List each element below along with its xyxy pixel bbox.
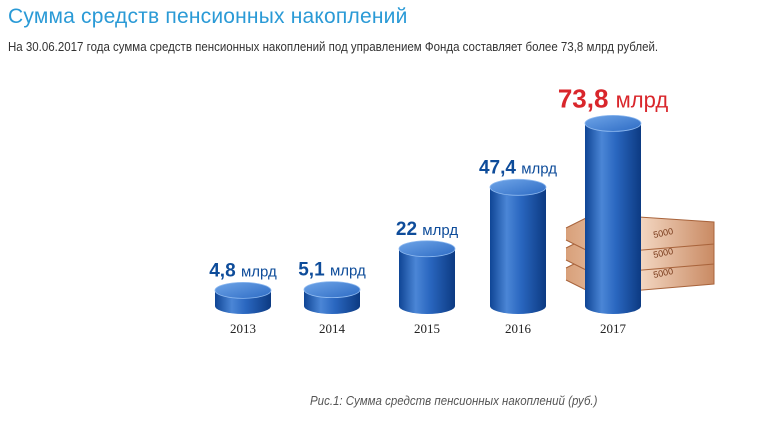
- value-label-2016: 47,4 млрд: [479, 157, 557, 178]
- page-title: Сумма средств пенсионных накоплений: [8, 5, 408, 28]
- year-label-2014: 2014: [319, 321, 346, 336]
- year-label-2016: 2016: [505, 321, 532, 336]
- bar-2016: [490, 187, 546, 314]
- value-label-2014: 5,1 млрд: [298, 260, 366, 281]
- banknote-denomination-label: 5000: [652, 226, 674, 240]
- bar-top-2016: [489, 178, 547, 196]
- banknote-denomination-label: 5000: [652, 266, 674, 280]
- value-label-2017: 73,8 млрд: [558, 83, 669, 113]
- value-label-2013: 4,8 млрд: [209, 260, 277, 281]
- bar-top-2013: [214, 281, 272, 299]
- value-labels: 4,8 млрд 5,1 млрд 22 млрд 47,4 млрд 73,8 млр…: [209, 83, 668, 281]
- year-tick-labels: 2013 2014 2015 2016 2017: [230, 321, 627, 336]
- bar-top-2017: [584, 115, 642, 132]
- year-label-2013: 2013: [230, 321, 256, 336]
- year-label-2017: 2017: [600, 321, 627, 336]
- bar-2017: [585, 123, 641, 315]
- bars: [214, 115, 642, 315]
- banknote-denomination-label: 5000: [652, 246, 674, 260]
- bar-top-2015: [398, 240, 456, 258]
- year-label-2015: 2015: [414, 321, 440, 336]
- page-subtitle: На 30.06.2017 года сумма средств пенсион…: [8, 40, 659, 54]
- value-label-2015: 22 млрд: [396, 219, 458, 240]
- bar-top-2014: [303, 281, 361, 299]
- bar-2015: [399, 248, 455, 314]
- figure-caption: Рис.1: Сумма средств пенсионных накоплен…: [310, 394, 598, 408]
